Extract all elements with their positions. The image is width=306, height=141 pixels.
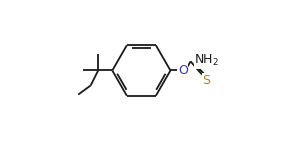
Text: O: O (178, 64, 188, 77)
Text: S: S (202, 74, 210, 87)
Text: NH$_2$: NH$_2$ (194, 53, 219, 68)
